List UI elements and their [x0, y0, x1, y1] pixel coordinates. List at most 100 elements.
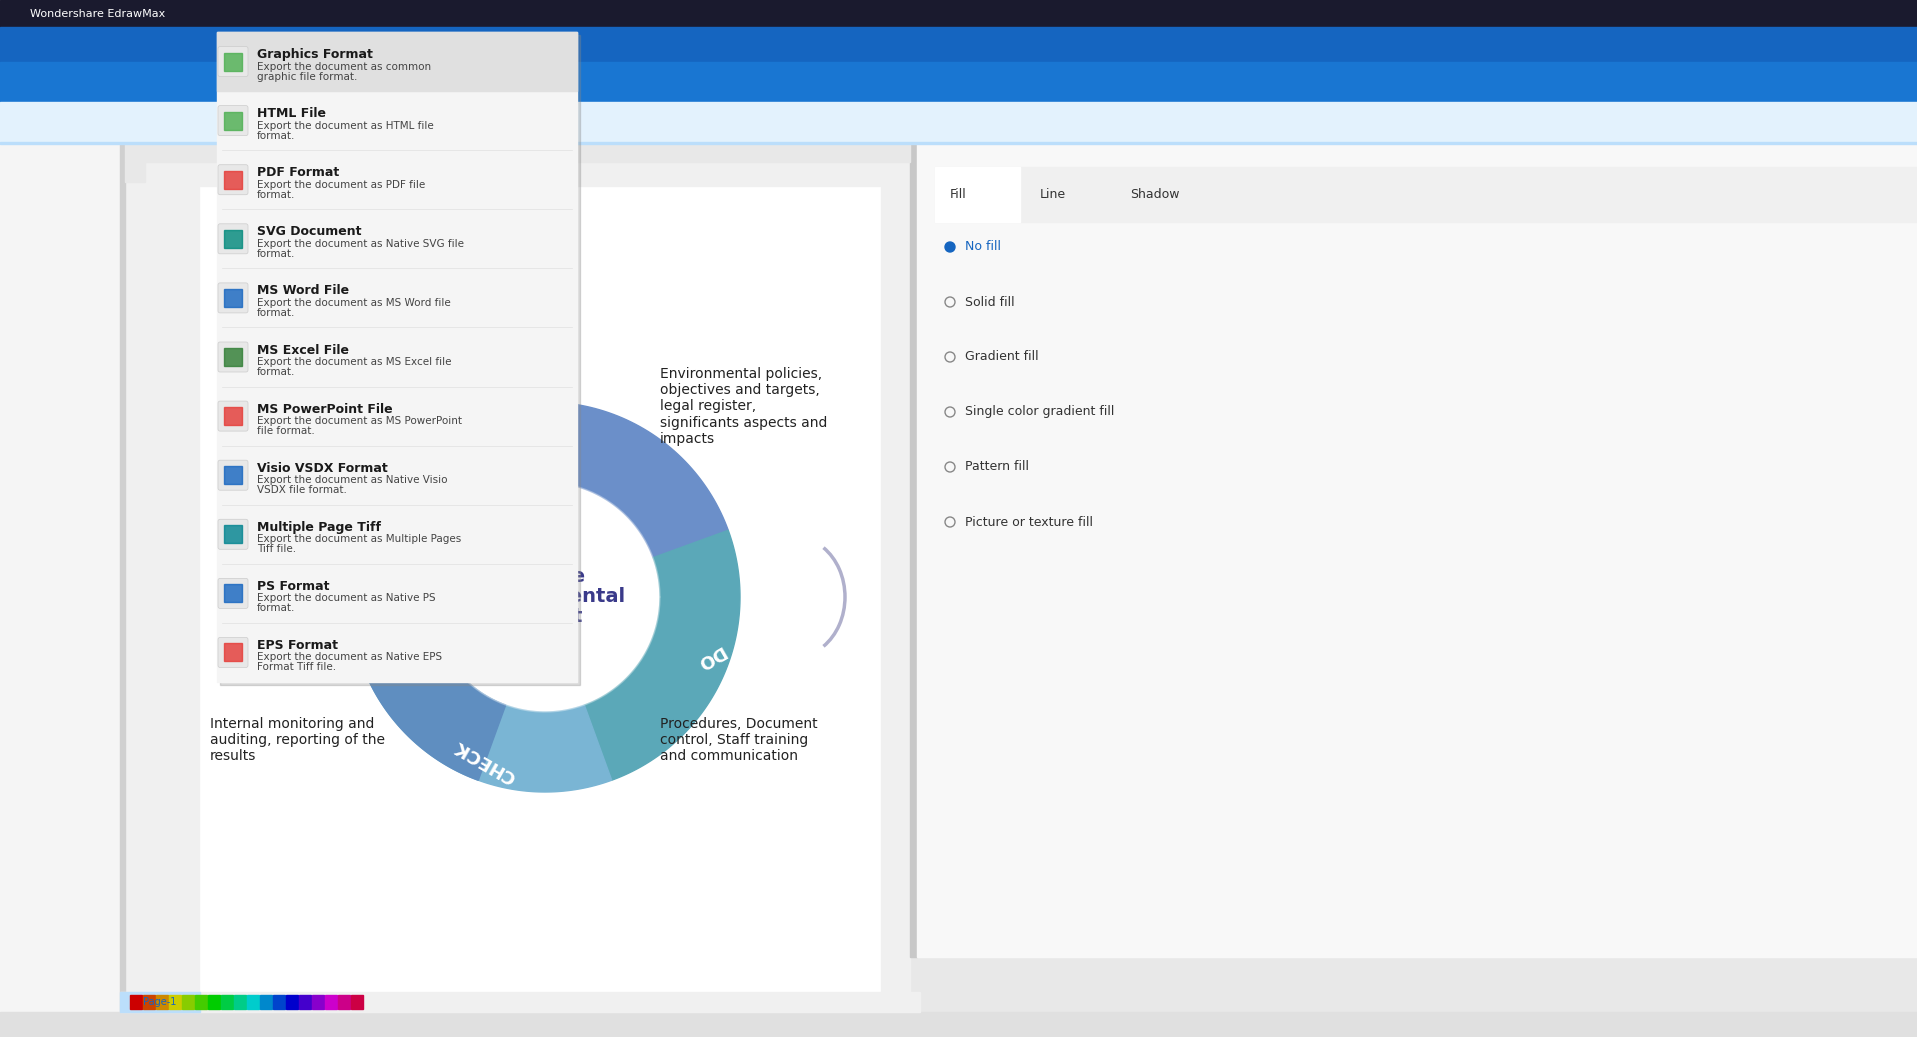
Polygon shape: [362, 637, 612, 792]
Text: Export the document as Native SVG file: Export the document as Native SVG file: [257, 239, 464, 249]
Text: Shadow: Shadow: [1129, 189, 1179, 201]
FancyBboxPatch shape: [219, 342, 247, 372]
Text: Fill: Fill: [951, 189, 966, 201]
Bar: [261, 994, 272, 1009]
Bar: [196, 994, 207, 1009]
Text: Export the document as Native Visio: Export the document as Native Visio: [257, 475, 447, 485]
Text: MS PowerPoint File: MS PowerPoint File: [257, 402, 393, 416]
Text: Reduce: Reduce: [504, 567, 585, 587]
Bar: [916, 142, 1917, 957]
Bar: [0, 142, 1917, 144]
Text: format.: format.: [257, 190, 295, 200]
FancyBboxPatch shape: [219, 579, 247, 609]
Text: No fill: No fill: [964, 241, 1001, 253]
Bar: [0, 62, 1917, 102]
FancyBboxPatch shape: [219, 460, 247, 491]
Text: format.: format.: [257, 308, 295, 318]
Text: Export the document as common: Export the document as common: [257, 61, 431, 72]
Text: Impact: Impact: [508, 608, 583, 626]
Bar: [286, 994, 297, 1009]
Polygon shape: [429, 482, 659, 712]
Bar: [312, 994, 324, 1009]
Text: format.: format.: [257, 367, 295, 377]
Bar: [299, 994, 311, 1009]
Text: Export the document as Native EPS: Export the document as Native EPS: [257, 652, 443, 663]
Bar: [0, 1012, 1917, 1037]
Text: Pattern fill: Pattern fill: [964, 460, 1029, 474]
Bar: [272, 994, 286, 1009]
Bar: [0, 0, 1917, 27]
Bar: [220, 994, 234, 1009]
Text: Multiple Page Tiff: Multiple Page Tiff: [257, 521, 381, 534]
Bar: [0, 27, 1917, 62]
Text: Export the document as MS PowerPoint: Export the document as MS PowerPoint: [257, 416, 462, 426]
Bar: [224, 171, 242, 189]
Text: Page-1: Page-1: [144, 997, 176, 1007]
Text: PS Format: PS Format: [257, 580, 330, 593]
Bar: [144, 994, 155, 1009]
Text: Export the document as Multiple Pages: Export the document as Multiple Pages: [257, 534, 462, 544]
Bar: [326, 994, 337, 1009]
Polygon shape: [362, 402, 728, 558]
Bar: [224, 467, 242, 484]
Bar: [209, 994, 220, 1009]
Bar: [224, 230, 242, 248]
Bar: [217, 32, 577, 682]
Bar: [224, 526, 242, 543]
Bar: [121, 992, 199, 1012]
Text: Export the document as MS Word file: Export the document as MS Word file: [257, 298, 450, 308]
Bar: [121, 992, 920, 1012]
Bar: [224, 408, 242, 425]
FancyBboxPatch shape: [219, 224, 247, 254]
Bar: [247, 994, 259, 1009]
Text: Export the document as PDF file: Export the document as PDF file: [257, 179, 426, 190]
FancyBboxPatch shape: [219, 47, 247, 77]
Text: Line: Line: [1041, 189, 1066, 201]
Text: Wondershare EdrawMax: Wondershare EdrawMax: [31, 9, 165, 19]
Text: MS Excel File: MS Excel File: [257, 343, 349, 357]
Text: Picture or texture fill: Picture or texture fill: [964, 515, 1093, 529]
Text: format.: format.: [257, 131, 295, 141]
Bar: [217, 32, 577, 91]
Polygon shape: [351, 530, 506, 780]
Text: MS Word File: MS Word File: [257, 284, 349, 298]
Text: Graphics Format: Graphics Format: [257, 48, 374, 61]
Bar: [0, 102, 1917, 142]
Text: Export the document as HTML file: Export the document as HTML file: [257, 120, 433, 131]
Bar: [337, 994, 351, 1009]
Text: Visio VSDX Format: Visio VSDX Format: [257, 461, 387, 475]
Text: Procedures, Document
control, Staff training
and communication: Procedures, Document control, Staff trai…: [659, 717, 819, 763]
Text: graphic file format.: graphic file format.: [257, 72, 357, 82]
Text: Gradient fill: Gradient fill: [964, 351, 1039, 364]
Bar: [224, 643, 242, 662]
FancyBboxPatch shape: [219, 401, 247, 431]
Bar: [224, 112, 242, 130]
Text: Environmental: Environmental: [466, 588, 625, 607]
FancyBboxPatch shape: [219, 165, 247, 195]
Polygon shape: [585, 530, 740, 780]
FancyBboxPatch shape: [219, 638, 247, 668]
Bar: [351, 994, 362, 1009]
Text: CHECK: CHECK: [450, 736, 520, 786]
Bar: [155, 994, 169, 1009]
Text: Single color gradient fill: Single color gradient fill: [964, 405, 1114, 419]
Bar: [234, 994, 245, 1009]
Bar: [935, 167, 1020, 222]
Bar: [224, 348, 242, 366]
Bar: [121, 142, 125, 1037]
Text: Export the document as Native PS: Export the document as Native PS: [257, 593, 435, 604]
Bar: [169, 994, 180, 1009]
Text: Tiff file.: Tiff file.: [257, 544, 295, 554]
Bar: [182, 994, 194, 1009]
Text: ACT: ACT: [358, 621, 393, 664]
Text: file format.: file format.: [257, 426, 314, 437]
Bar: [220, 35, 581, 685]
Bar: [130, 994, 142, 1009]
Text: Export the document as MS Excel file: Export the document as MS Excel file: [257, 357, 452, 367]
Text: SVG Document: SVG Document: [257, 225, 362, 239]
Bar: [224, 53, 242, 71]
Circle shape: [945, 242, 955, 252]
Text: Format Tiff file.: Format Tiff file.: [257, 663, 335, 672]
Text: HTML File: HTML File: [257, 107, 326, 120]
Circle shape: [435, 487, 656, 707]
